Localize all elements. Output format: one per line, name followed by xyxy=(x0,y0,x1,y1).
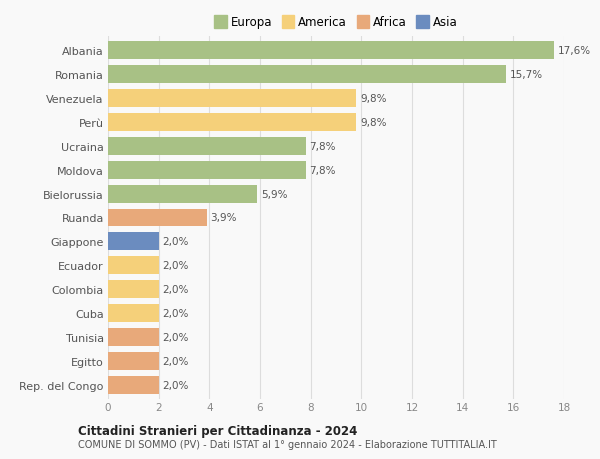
Bar xyxy=(108,114,356,132)
Text: 2,0%: 2,0% xyxy=(163,332,189,342)
Bar xyxy=(108,138,305,156)
Bar xyxy=(108,90,356,108)
Text: 15,7%: 15,7% xyxy=(509,70,542,80)
Bar xyxy=(108,376,158,394)
Text: COMUNE DI SOMMO (PV) - Dati ISTAT al 1° gennaio 2024 - Elaborazione TUTTITALIA.I: COMUNE DI SOMMO (PV) - Dati ISTAT al 1° … xyxy=(78,440,497,449)
Bar xyxy=(108,162,305,179)
Text: 2,0%: 2,0% xyxy=(163,237,189,247)
Bar xyxy=(108,185,257,203)
Bar xyxy=(108,42,554,60)
Text: 2,0%: 2,0% xyxy=(163,356,189,366)
Text: 2,0%: 2,0% xyxy=(163,380,189,390)
Bar xyxy=(108,352,158,370)
Text: Cittadini Stranieri per Cittadinanza - 2024: Cittadini Stranieri per Cittadinanza - 2… xyxy=(78,424,358,437)
Text: 2,0%: 2,0% xyxy=(163,285,189,295)
Bar xyxy=(108,304,158,322)
Text: 2,0%: 2,0% xyxy=(163,308,189,319)
Bar xyxy=(108,257,158,274)
Text: 7,8%: 7,8% xyxy=(310,165,336,175)
Legend: Europa, America, Africa, Asia: Europa, America, Africa, Asia xyxy=(212,14,460,31)
Text: 3,9%: 3,9% xyxy=(211,213,237,223)
Text: 9,8%: 9,8% xyxy=(360,118,386,128)
Text: 17,6%: 17,6% xyxy=(557,46,591,56)
Bar xyxy=(108,66,506,84)
Bar xyxy=(108,328,158,346)
Text: 2,0%: 2,0% xyxy=(163,261,189,271)
Text: 7,8%: 7,8% xyxy=(310,141,336,151)
Bar xyxy=(108,209,207,227)
Bar xyxy=(108,233,158,251)
Bar xyxy=(108,280,158,298)
Text: 9,8%: 9,8% xyxy=(360,94,386,104)
Text: 5,9%: 5,9% xyxy=(261,189,288,199)
